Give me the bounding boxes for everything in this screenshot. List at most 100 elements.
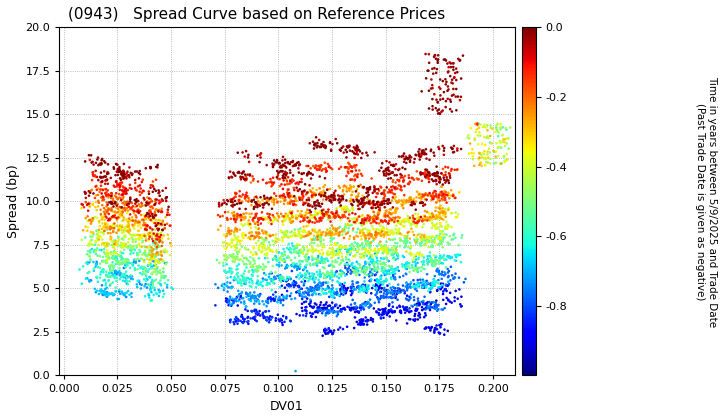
Point xyxy=(246,233,257,239)
Point xyxy=(151,258,163,265)
Point xyxy=(160,261,171,268)
Point xyxy=(237,319,248,326)
Point xyxy=(403,297,415,304)
Point xyxy=(130,199,142,205)
Point xyxy=(253,300,265,307)
Point xyxy=(326,222,338,229)
Point xyxy=(290,202,302,208)
Point xyxy=(272,217,284,224)
Point xyxy=(370,268,382,274)
Point xyxy=(361,247,373,254)
Point xyxy=(364,241,375,247)
Point xyxy=(346,164,358,171)
Point xyxy=(96,267,108,273)
Point xyxy=(231,249,243,256)
Point xyxy=(226,237,238,244)
Point xyxy=(434,255,446,262)
Point xyxy=(354,264,366,271)
Point xyxy=(133,175,145,182)
Point xyxy=(145,199,156,205)
Point xyxy=(436,321,447,328)
Point xyxy=(275,168,287,174)
Point xyxy=(396,231,408,238)
Point xyxy=(130,218,142,225)
Point xyxy=(314,215,325,222)
Point xyxy=(104,255,115,262)
Point xyxy=(364,227,375,234)
Point xyxy=(307,227,318,234)
Point xyxy=(233,293,244,299)
Point xyxy=(104,206,115,213)
Point xyxy=(438,191,449,198)
Point xyxy=(162,206,174,213)
Point xyxy=(159,274,171,281)
Point xyxy=(276,296,287,303)
Point xyxy=(366,270,378,277)
Point xyxy=(378,260,390,266)
Point xyxy=(361,300,373,307)
Point xyxy=(111,168,122,175)
Point xyxy=(384,228,396,235)
Point xyxy=(261,251,272,258)
Point xyxy=(501,140,513,147)
Point xyxy=(387,246,398,252)
Point xyxy=(359,270,371,277)
Point xyxy=(238,176,250,183)
Point xyxy=(419,196,431,202)
Point xyxy=(371,190,382,197)
Point xyxy=(116,254,127,260)
Point xyxy=(262,281,274,287)
Point xyxy=(250,307,261,313)
Point xyxy=(245,263,256,270)
Point xyxy=(340,223,351,230)
Point xyxy=(241,175,253,182)
Point xyxy=(440,282,451,289)
Point xyxy=(223,284,235,291)
Point xyxy=(94,160,106,167)
Point xyxy=(432,197,444,203)
Point xyxy=(407,303,418,310)
Point xyxy=(108,248,120,255)
Point xyxy=(314,165,325,172)
Point xyxy=(341,164,352,171)
Point xyxy=(122,288,134,294)
Point xyxy=(344,306,356,312)
Point xyxy=(266,276,278,283)
Point xyxy=(240,279,251,286)
Point xyxy=(439,256,451,263)
Point xyxy=(251,240,262,247)
Point xyxy=(433,205,444,211)
Point xyxy=(262,210,274,217)
Point xyxy=(449,294,460,301)
Point xyxy=(248,204,260,210)
Point xyxy=(405,284,416,291)
Point xyxy=(315,291,326,298)
Point xyxy=(389,191,400,198)
Point xyxy=(379,244,391,250)
Point xyxy=(395,230,406,237)
Point xyxy=(447,60,459,67)
Point xyxy=(345,176,356,183)
Point xyxy=(430,55,441,62)
Point xyxy=(100,279,112,286)
Point xyxy=(256,239,268,246)
Point xyxy=(84,203,96,210)
Point xyxy=(87,158,99,165)
Point xyxy=(290,248,302,255)
Point xyxy=(116,227,127,234)
Point xyxy=(137,256,148,263)
Point xyxy=(299,294,310,300)
Point xyxy=(426,82,438,89)
Point xyxy=(281,315,292,322)
Point xyxy=(266,179,278,186)
Point xyxy=(112,238,123,245)
Point xyxy=(248,245,260,252)
Point xyxy=(337,195,348,202)
Point xyxy=(287,202,299,208)
Point xyxy=(84,216,96,223)
Point xyxy=(382,310,393,316)
Point xyxy=(108,212,120,218)
Point xyxy=(401,279,413,286)
Point xyxy=(251,201,262,207)
Point xyxy=(325,272,337,278)
